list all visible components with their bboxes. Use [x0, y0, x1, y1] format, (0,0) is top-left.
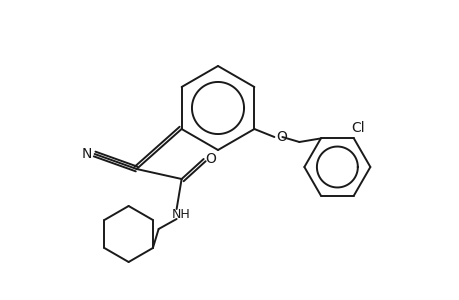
Text: O: O — [205, 152, 216, 166]
Text: NH: NH — [171, 208, 190, 221]
Text: N: N — [81, 147, 92, 161]
Text: O: O — [275, 130, 286, 144]
Text: Cl: Cl — [350, 122, 364, 135]
